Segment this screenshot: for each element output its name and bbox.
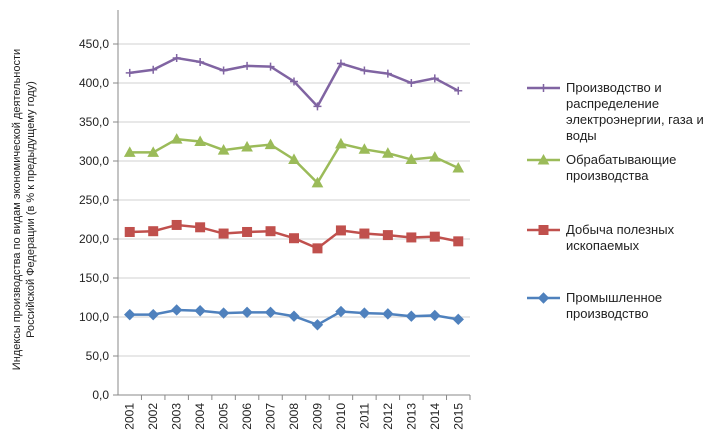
marker: [383, 69, 392, 78]
marker: [170, 133, 183, 144]
marker: [335, 137, 347, 149]
marker: [336, 59, 345, 68]
marker: [264, 138, 277, 150]
marker: [147, 308, 159, 321]
marker: [194, 305, 206, 317]
marker: [125, 68, 134, 77]
y-tick-label: 150,0: [79, 271, 109, 285]
marker: [359, 228, 370, 239]
marker: [452, 313, 464, 326]
marker: [266, 62, 275, 71]
marker: [288, 153, 300, 164]
y-axis-label: Российской Федерации (в % к предыдущему …: [25, 81, 37, 338]
marker: [406, 232, 417, 243]
y-tick-label: 400,0: [79, 76, 109, 90]
marker: [405, 310, 418, 322]
marker: [289, 233, 299, 244]
x-tick-label: 2008: [287, 403, 301, 430]
marker: [218, 228, 229, 239]
x-tick-label: 2011: [357, 403, 371, 429]
marker: [243, 61, 252, 70]
legend-label: Промышленное производство: [566, 290, 663, 321]
marker: [311, 176, 324, 188]
y-axis-label: Индексы производства по видам экономичес…: [11, 49, 23, 370]
marker: [219, 66, 228, 75]
marker: [429, 231, 440, 242]
marker: [335, 305, 347, 318]
marker: [265, 226, 276, 237]
y-tick-label: 450,0: [79, 37, 109, 51]
y-tick-label: 50,0: [86, 349, 110, 363]
legend-marker: [537, 292, 550, 304]
x-tick-label: 2013: [404, 403, 418, 430]
legend-label: Обрабатывающие производства: [566, 152, 677, 183]
x-tick-label: 2012: [381, 403, 395, 430]
y-tick-label: 250,0: [79, 193, 109, 207]
x-tick-label: 2004: [193, 403, 207, 430]
marker: [428, 151, 441, 162]
marker: [288, 310, 300, 322]
y-tick-label: 200,0: [79, 232, 109, 246]
marker: [429, 309, 441, 322]
y-tick-label: 100,0: [79, 310, 109, 324]
marker: [217, 307, 230, 319]
marker: [452, 161, 465, 173]
marker: [194, 135, 206, 146]
y-tick-label: 300,0: [79, 154, 109, 168]
x-tick-label: 2002: [146, 403, 160, 430]
x-tick-label: 2005: [217, 403, 231, 430]
marker: [382, 230, 393, 241]
marker: [335, 225, 346, 236]
marker: [171, 219, 182, 230]
x-tick-label: 2010: [334, 403, 348, 430]
marker: [170, 304, 183, 316]
marker: [407, 79, 416, 87]
marker: [312, 243, 323, 254]
x-tick-label: 2006: [240, 403, 254, 430]
marker: [311, 319, 324, 331]
marker: [405, 153, 418, 164]
marker: [430, 74, 439, 83]
x-tick-label: 2009: [310, 403, 324, 430]
legend-marker: [538, 225, 549, 235]
marker: [241, 140, 253, 152]
x-tick-label: 2014: [428, 403, 442, 430]
marker: [360, 66, 369, 75]
x-tick-label: 2001: [123, 403, 137, 430]
marker: [382, 308, 394, 320]
marker: [382, 147, 394, 158]
marker: [124, 226, 135, 237]
marker: [148, 226, 159, 237]
legend-label: Добыча полезных ископаемых: [566, 222, 675, 253]
marker: [149, 65, 158, 74]
y-tick-label: 0,0: [92, 388, 109, 402]
marker: [358, 143, 371, 154]
marker: [241, 306, 253, 319]
x-tick-label: 2007: [264, 403, 278, 430]
marker: [195, 222, 206, 233]
marker: [124, 308, 136, 321]
marker: [358, 307, 371, 319]
marker: [454, 86, 463, 95]
legend-marker: [539, 84, 548, 92]
marker: [242, 226, 253, 237]
marker: [123, 146, 136, 157]
marker: [264, 306, 277, 319]
legend-label: Производство и распределение электроэнер…: [566, 80, 704, 143]
marker: [217, 144, 230, 155]
marker: [147, 146, 160, 157]
marker: [453, 236, 464, 247]
marker: [313, 102, 322, 111]
x-tick-label: 2015: [451, 403, 465, 430]
marker: [172, 54, 181, 63]
x-tick-label: 2003: [170, 403, 184, 430]
legend-marker: [537, 153, 550, 165]
marker: [196, 57, 205, 66]
marker: [290, 77, 298, 86]
y-tick-label: 350,0: [79, 115, 109, 129]
